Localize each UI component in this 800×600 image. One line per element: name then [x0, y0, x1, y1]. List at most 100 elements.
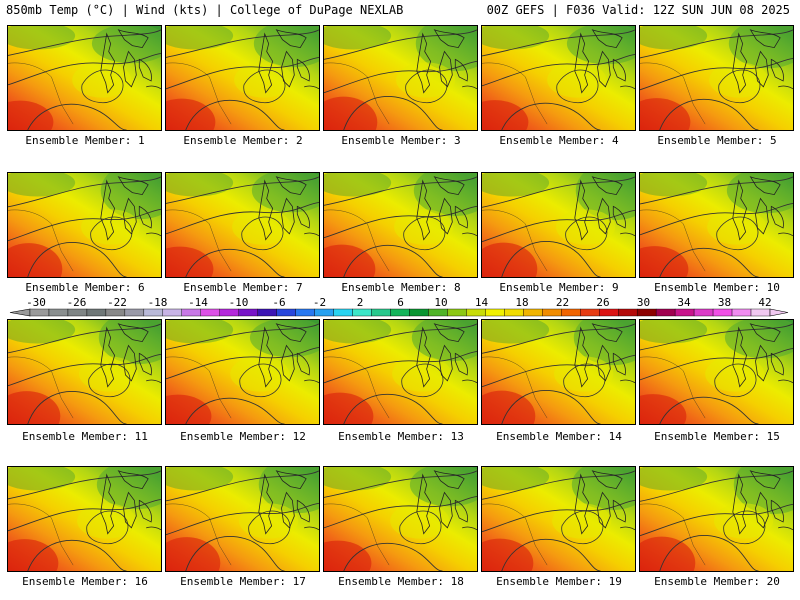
ensemble-map-8 — [323, 172, 478, 278]
colorbar-min-arrow — [9, 308, 31, 317]
colorbar-swatch — [750, 308, 771, 317]
ensemble-member-label: Ensemble Member: 7 — [183, 281, 303, 294]
colorbar-swatch — [542, 308, 562, 317]
ensemble-map-20 — [639, 466, 794, 572]
colorbar-tick-label: -26 — [67, 296, 87, 309]
colorbar-tick-label: 18 — [515, 296, 528, 309]
ensemble-member-label: Ensemble Member: 15 — [654, 430, 780, 443]
colorbar-swatch — [124, 308, 145, 317]
ensemble-member-label: Ensemble Member: 14 — [496, 430, 622, 443]
ensemble-map-14 — [481, 319, 636, 425]
colorbar-swatch — [29, 308, 50, 317]
ensemble-map-12 — [165, 319, 320, 425]
ensemble-map-10 — [639, 172, 794, 278]
colorbar-svg: -30 -26 -22 -18 -14 -10 -6 -2 2 6 10 14 18 22 26 30 34 38… — [9, 296, 789, 317]
ensemble-member-label: Ensemble Member: 17 — [180, 575, 306, 588]
ensemble-map-13 — [323, 319, 478, 425]
colorbar-swatch — [731, 308, 752, 317]
colorbar-tick-label: 2 — [357, 296, 364, 309]
ensemble-member-label: Ensemble Member: 16 — [22, 575, 148, 588]
colorbar-swatch — [314, 308, 334, 317]
ensemble-map-9 — [481, 172, 636, 278]
colorbar-swatch — [447, 308, 467, 317]
colorbar-swatch — [504, 308, 524, 317]
colorbar-swatch — [428, 308, 448, 317]
colorbar-swatch — [636, 308, 657, 317]
colorbar-tick-label: 26 — [596, 296, 609, 309]
colorbar-swatch — [105, 308, 126, 317]
colorbar-swatch — [523, 308, 543, 317]
colorbar-swatch — [655, 308, 676, 317]
colorbar-swatch — [48, 308, 69, 317]
colorbar-tick-label: 30 — [637, 296, 650, 309]
colorbar-tick-label: -14 — [188, 296, 208, 309]
ensemble-member-label: Ensemble Member: 20 — [654, 575, 780, 588]
ensemble-map-5 — [639, 25, 794, 131]
ensemble-member-label: Ensemble Member: 12 — [180, 430, 306, 443]
ensemble-member-label: Ensemble Member: 5 — [657, 134, 777, 147]
ensemble-map-4 — [481, 25, 636, 131]
ensemble-member-label: Ensemble Member: 19 — [496, 575, 622, 588]
ensemble-member-label: Ensemble Member: 8 — [341, 281, 461, 294]
chart-title: 850mb Temp (°C) | Wind (kts) | College o… — [6, 3, 404, 17]
ensemble-map-16 — [7, 466, 162, 572]
colorbar-tick-label: -18 — [148, 296, 168, 309]
temperature-colorbar: -30 -26 -22 -18 -14 -10 -6 -2 2 6 10 14 18 22 26 30 34 38… — [0, 296, 800, 320]
colorbar-tick-label: 42 — [758, 296, 771, 309]
colorbar-tick-label: 34 — [677, 296, 691, 309]
colorbar-swatch — [618, 308, 638, 317]
ensemble-map-6 — [7, 172, 162, 278]
ensemble-member-label: Ensemble Member: 4 — [499, 134, 619, 147]
colorbar-swatch — [162, 308, 182, 317]
colorbar-swatch — [86, 308, 107, 317]
colorbar-swatch — [409, 308, 429, 317]
colorbar-swatch — [67, 308, 88, 317]
colorbar-tick-label: -2 — [313, 296, 326, 309]
colorbar-swatch — [674, 308, 695, 317]
colorbar-tick-label: 10 — [434, 296, 447, 309]
colorbar-max-arrow — [769, 308, 789, 317]
colorbar-tick-label: -10 — [229, 296, 249, 309]
colorbar-swatch — [580, 308, 600, 317]
ensemble-member-label: Ensemble Member: 10 — [654, 281, 780, 294]
colorbar-swatch — [181, 308, 201, 317]
colorbar-swatch — [276, 308, 296, 317]
ensemble-map-17 — [165, 466, 320, 572]
ensemble-map-11 — [7, 319, 162, 425]
colorbar-swatch — [485, 308, 505, 317]
colorbar-swatch — [143, 308, 164, 317]
colorbar-swatch — [371, 308, 391, 317]
colorbar-swatch — [219, 308, 239, 317]
colorbar-swatch — [333, 308, 353, 317]
colorbar-tick-label: -6 — [272, 296, 285, 309]
colorbar-swatch — [257, 308, 277, 317]
ensemble-member-label: Ensemble Member: 18 — [338, 575, 464, 588]
colorbar-tick-label: 6 — [397, 296, 404, 309]
ensemble-member-label: Ensemble Member: 1 — [25, 134, 145, 147]
ensemble-map-7 — [165, 172, 320, 278]
colorbar-tick-label: 38 — [718, 296, 731, 309]
ensemble-map-18 — [323, 466, 478, 572]
colorbar-tick-label: 22 — [556, 296, 569, 309]
colorbar-swatch — [238, 308, 258, 317]
ensemble-member-label: Ensemble Member: 13 — [338, 430, 464, 443]
ensemble-member-label: Ensemble Member: 3 — [341, 134, 461, 147]
ensemble-map-19 — [481, 466, 636, 572]
colorbar-swatch — [466, 308, 486, 317]
colorbar-tick-label: 14 — [475, 296, 489, 309]
ensemble-map-2 — [165, 25, 320, 131]
colorbar-swatch — [599, 308, 619, 317]
run-valid-time: 00Z GEFS | F036 Valid: 12Z SUN JUN 08 20… — [486, 3, 790, 17]
ensemble-member-label: Ensemble Member: 11 — [22, 430, 148, 443]
colorbar-swatch — [200, 308, 220, 317]
ensemble-map-3 — [323, 25, 478, 131]
colorbar-swatch — [712, 308, 733, 317]
ensemble-member-label: Ensemble Member: 6 — [25, 281, 145, 294]
ensemble-member-label: Ensemble Member: 2 — [183, 134, 303, 147]
colorbar-tick-label: -22 — [107, 296, 127, 309]
colorbar-swatch — [561, 308, 581, 317]
colorbar-swatch — [390, 308, 410, 317]
colorbar-swatch — [352, 308, 372, 317]
ensemble-map-1 — [7, 25, 162, 131]
colorbar-swatch — [295, 308, 315, 317]
